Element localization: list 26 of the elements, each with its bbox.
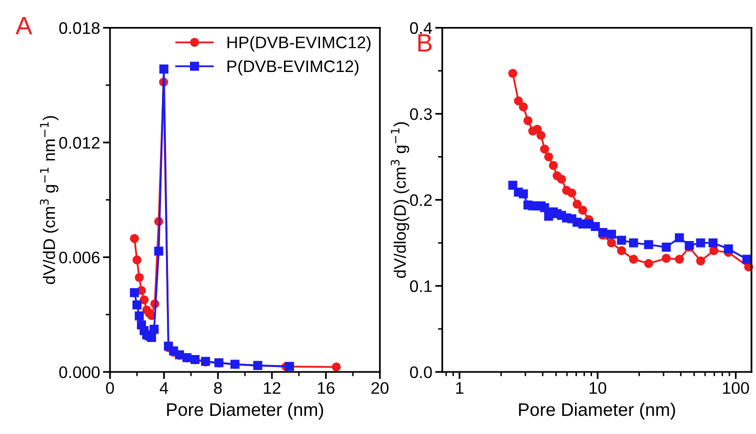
x-tick-label: 0 (106, 382, 114, 394)
x-tick-label: 100 (723, 382, 749, 394)
y-tick-label: 0.006 (59, 252, 100, 264)
y-axis-title: dV/dD (cm$^{3}$ g$^{−1}$ nm$^{−1}$) (40, 116, 58, 284)
x-axis-title: Pore Diameter (nm) (519, 402, 676, 420)
y-tick-label: 0.012 (59, 136, 100, 149)
x-axis-title: Pore Diameter (nm) (167, 402, 324, 420)
y-tick-label: 0.3 (410, 108, 432, 120)
x-tick-label: 4 (160, 382, 168, 394)
y-tick-label: 0.0 (410, 366, 432, 378)
x-tick-label: 1 (456, 382, 464, 394)
x-tick-label: 12 (264, 382, 280, 394)
chart-title: A (16, 17, 32, 34)
y-tick-label: 0.1 (410, 280, 432, 292)
y-tick-label: 0.4 (410, 22, 432, 34)
y-tick-label: 0.2 (410, 194, 432, 206)
legend-label: HP(DVB-EVIMC12) (228, 36, 371, 52)
x-tick-label: 20 (371, 382, 389, 394)
y-tick-label: 0.000 (59, 366, 100, 378)
y-axis-title: dV/dlog(D) (cm$^{3}$ g$^{−1}$) (390, 122, 410, 278)
x-tick-label: 8 (214, 382, 222, 394)
x-tick-label: 16 (318, 382, 334, 394)
legend-label: P(DVB-EVIMC12) (228, 60, 358, 76)
y-tick-label: 0.018 (59, 22, 100, 34)
chart-title: B (418, 34, 432, 52)
x-tick-label: 10 (590, 382, 606, 394)
